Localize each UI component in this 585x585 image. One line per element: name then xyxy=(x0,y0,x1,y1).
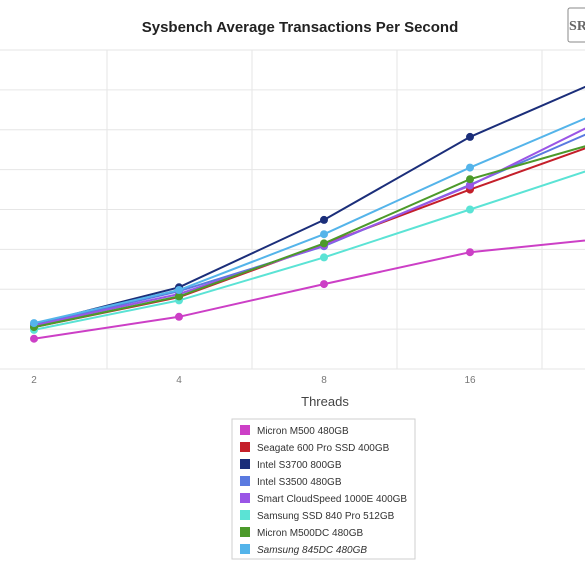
series-0 xyxy=(30,239,585,343)
data-point[interactable] xyxy=(320,239,328,248)
series-line xyxy=(33,239,585,340)
data-point[interactable] xyxy=(466,132,474,141)
logo: SR xyxy=(567,7,585,43)
data-point[interactable] xyxy=(320,280,328,289)
logo-text: SR xyxy=(569,19,585,34)
legend-item[interactable]: Seagate 600 Pro SSD 400GB xyxy=(240,442,390,454)
legend-label: Intel S3700 800GB xyxy=(257,460,342,471)
legend-swatch xyxy=(240,459,250,469)
data-point[interactable] xyxy=(466,175,474,184)
legend-label: Micron M500DC 480GB xyxy=(257,528,363,539)
series-6 xyxy=(30,145,585,332)
data-point[interactable] xyxy=(466,205,474,214)
legend-item[interactable]: Intel S3700 800GB xyxy=(240,459,342,471)
legend-swatch xyxy=(240,544,250,554)
x-tick-label: 8 xyxy=(321,375,327,386)
x-tick-label: 16 xyxy=(464,375,476,386)
data-point[interactable] xyxy=(320,253,328,262)
series-line xyxy=(33,147,585,329)
legend-swatch xyxy=(240,527,250,537)
x-axis-ticks: 2481632 xyxy=(31,375,476,386)
series-line xyxy=(33,117,585,325)
x-tick-label: 4 xyxy=(176,375,182,386)
data-point[interactable] xyxy=(320,215,328,224)
grid xyxy=(0,49,585,370)
x-tick-label: 2 xyxy=(31,375,37,386)
legend-item[interactable]: Intel S3500 480GB xyxy=(240,476,342,488)
legend-swatch xyxy=(240,442,250,452)
legend-swatch xyxy=(240,493,250,503)
legend-item[interactable]: Smart CloudSpeed 1000E 400GB xyxy=(240,493,407,505)
series-line xyxy=(33,127,585,327)
legend-swatch xyxy=(240,476,250,486)
data-point[interactable] xyxy=(466,181,474,190)
data-point[interactable] xyxy=(175,286,183,294)
legend-item[interactable]: Micron M500 480GB xyxy=(240,425,349,437)
series-4 xyxy=(30,127,585,330)
legend-label: Micron M500 480GB xyxy=(257,426,349,437)
data-point[interactable] xyxy=(175,292,183,301)
series-line xyxy=(33,133,585,327)
series-7 xyxy=(30,117,585,328)
legend: Micron M500 480GB Seagate 600 Pro SSD 400… xyxy=(231,418,416,560)
legend-item[interactable]: Micron M500DC 480GB xyxy=(240,527,363,539)
legend-item[interactable]: Samsung 845DC 480GB xyxy=(240,544,367,556)
legend-label: Intel S3500 480GB xyxy=(257,477,342,488)
series-3 xyxy=(30,133,585,330)
data-point[interactable] xyxy=(30,319,38,328)
legend-swatch xyxy=(240,510,250,520)
x-axis-label: Threads xyxy=(301,394,349,409)
data-point[interactable] xyxy=(320,230,328,239)
legend-label: Smart CloudSpeed 1000E 400GB xyxy=(257,494,407,505)
legend-label: Seagate 600 Pro SSD 400GB xyxy=(257,443,390,454)
legend-label: Samsung SSD 840 Pro 512GB xyxy=(257,511,395,522)
data-point[interactable] xyxy=(466,248,474,257)
series-line xyxy=(33,145,585,329)
data-point[interactable] xyxy=(466,163,474,172)
legend-label: Samsung 845DC 480GB xyxy=(257,545,367,556)
data-point[interactable] xyxy=(175,312,183,321)
series-lines xyxy=(30,85,585,343)
data-point[interactable] xyxy=(30,334,38,343)
legend-swatch xyxy=(240,425,250,435)
series-1 xyxy=(30,147,585,332)
chart-title: Sysbench Average Transactions Per Second xyxy=(142,19,459,36)
legend-item[interactable]: Samsung SSD 840 Pro 512GB xyxy=(240,510,395,522)
